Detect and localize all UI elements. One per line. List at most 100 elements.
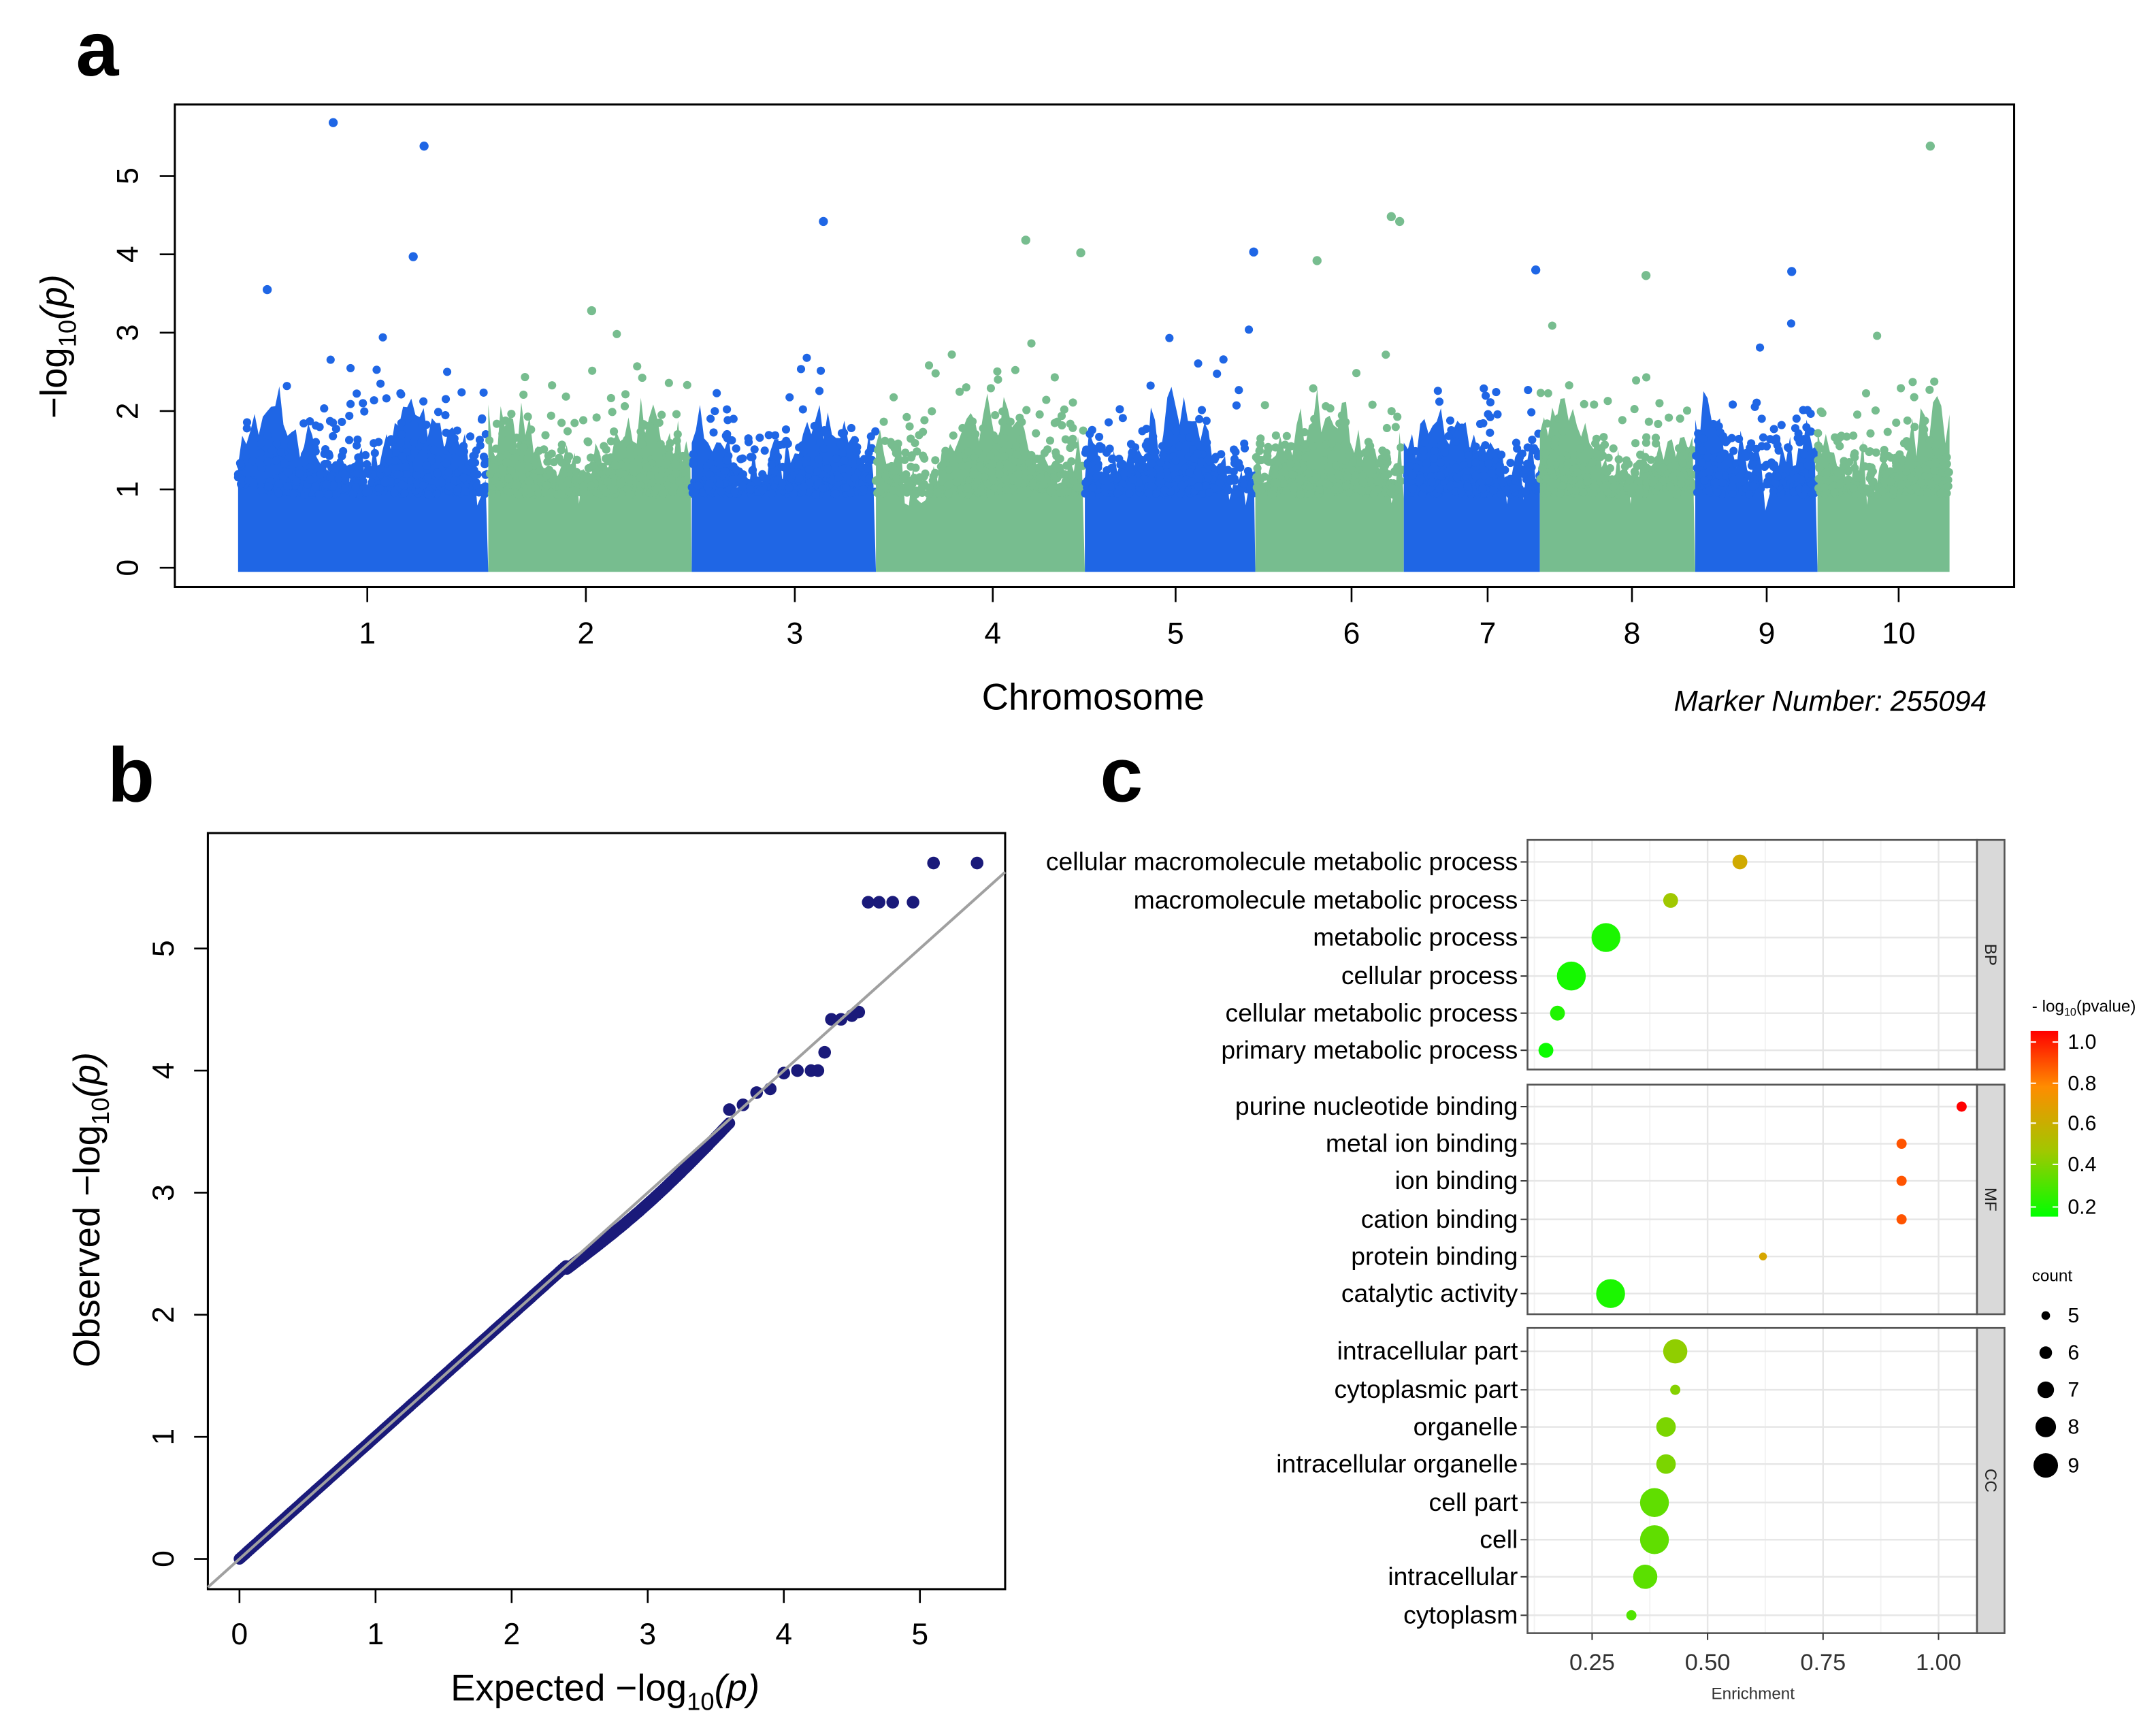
snp-point	[1380, 472, 1389, 480]
snp-point	[657, 410, 666, 419]
snp-point	[1408, 471, 1417, 480]
snp-point	[1253, 463, 1262, 473]
snp-point	[341, 484, 350, 493]
snp-point	[348, 489, 357, 498]
snp-point	[1422, 459, 1431, 468]
snp-point	[1009, 484, 1017, 493]
snp-point	[1231, 448, 1240, 457]
snp-point	[956, 387, 964, 396]
snp-point	[1288, 470, 1297, 479]
snp-point	[1358, 487, 1367, 495]
snp-point	[1151, 447, 1160, 456]
snp-point	[1672, 490, 1681, 499]
go-term-label: cell	[1480, 1525, 1518, 1553]
snp-point	[1546, 458, 1555, 467]
go-term-label: metal ion binding	[1326, 1129, 1518, 1158]
snp-point	[1480, 472, 1488, 480]
snp-point	[1334, 472, 1343, 480]
snp-point	[1589, 489, 1598, 498]
snp-point	[1571, 486, 1580, 495]
snp-point	[657, 466, 666, 475]
snp-point	[1644, 417, 1653, 426]
snp-point	[665, 451, 674, 459]
snp-point	[1332, 461, 1341, 470]
snp-point	[1351, 471, 1360, 480]
snp-point	[453, 426, 461, 435]
snp-point	[1452, 473, 1461, 482]
snp-point	[1693, 488, 1702, 497]
snp-point	[1800, 450, 1809, 459]
snp-point	[523, 412, 532, 421]
snp-point	[541, 431, 550, 440]
snp-point	[1125, 489, 1134, 498]
snp-point	[1569, 457, 1578, 466]
snp-point	[1264, 442, 1273, 451]
snp-point	[385, 457, 393, 466]
snp-point	[546, 411, 555, 420]
qq-point	[791, 1064, 804, 1077]
snp-point	[920, 454, 929, 463]
snp-point	[886, 438, 895, 446]
snp-point	[1327, 439, 1336, 448]
snp-point	[581, 489, 589, 498]
snp-point	[902, 412, 911, 421]
snp-point	[1859, 444, 1868, 453]
snp-point	[1471, 442, 1480, 451]
snp-point	[1490, 486, 1499, 495]
snp-point	[527, 425, 536, 434]
snp-point	[1630, 405, 1639, 414]
size-legend-label: 6	[2068, 1342, 2079, 1365]
y-tick-label: 1	[111, 481, 144, 498]
snp-point	[1622, 473, 1631, 482]
snp-point	[1889, 486, 1898, 495]
snp-point	[818, 484, 827, 493]
snp-point	[979, 424, 987, 433]
snp-point	[890, 444, 899, 453]
snp-point	[859, 485, 868, 493]
snp-point	[968, 470, 977, 479]
snp-point	[380, 478, 389, 487]
snp-point	[563, 427, 572, 436]
snp-point	[993, 367, 1002, 376]
snp-point	[429, 446, 438, 455]
snp-point	[1204, 474, 1213, 483]
snp-point	[1528, 436, 1537, 444]
snp-point	[713, 389, 721, 397]
snp-point	[823, 464, 832, 473]
snp-point	[295, 469, 304, 478]
qq-point	[750, 1086, 764, 1099]
snp-point	[986, 489, 995, 499]
snp-point	[610, 427, 619, 436]
snp-point	[1092, 455, 1101, 463]
snp-point	[1636, 451, 1645, 459]
y-tick-label: 5	[147, 940, 180, 957]
x-tick-label: 0.50	[1685, 1650, 1731, 1676]
snp-point	[1256, 475, 1265, 484]
facet-bp: cellular macromolecule metabolic process…	[1046, 838, 2006, 1071]
snp-point	[1062, 461, 1071, 470]
size-legend-dot	[2039, 1346, 2053, 1359]
go-term-bubble	[1663, 1339, 1688, 1364]
snp-point	[1081, 478, 1090, 487]
snp-point	[691, 472, 700, 480]
snp-point	[498, 463, 507, 473]
snp-point	[589, 461, 598, 470]
snp-point	[1429, 454, 1438, 463]
snp-point	[548, 381, 557, 390]
snp-point	[292, 477, 301, 486]
snp-point	[1920, 425, 1929, 434]
snp-point	[354, 453, 363, 462]
snp-point	[1301, 453, 1309, 462]
snp-point	[1079, 426, 1088, 435]
snp-point	[828, 476, 836, 485]
snp-point	[339, 446, 348, 455]
go-term-bubble	[1759, 1252, 1767, 1260]
go-term-bubble	[1591, 923, 1621, 952]
snp-point	[415, 441, 424, 451]
snp-point	[1373, 477, 1382, 486]
snp-point	[612, 437, 621, 446]
snp-point	[1700, 476, 1709, 485]
snp-point	[736, 455, 745, 463]
x-tick-label: 2	[578, 617, 595, 650]
